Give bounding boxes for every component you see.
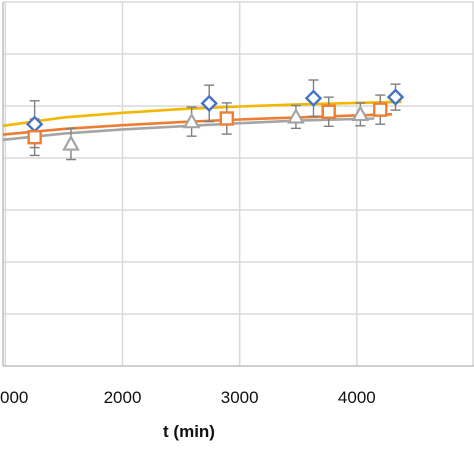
triangle-marker bbox=[351, 105, 370, 122]
fit-curves bbox=[2, 100, 402, 142]
fit-curve bbox=[2, 117, 375, 142]
x-tick-labels: 000 2000 3000 4000 bbox=[0, 388, 376, 407]
square-marker bbox=[373, 102, 388, 117]
x-tick-label: 000 bbox=[0, 388, 28, 407]
diamond-marker bbox=[200, 94, 218, 113]
x-axis-title: t (min) bbox=[163, 422, 215, 441]
diamond-marker bbox=[304, 89, 323, 107]
square-marker bbox=[321, 104, 336, 119]
square-marker bbox=[27, 129, 42, 145]
x-gridlines bbox=[4, 2, 474, 366]
triangle-marker bbox=[287, 107, 305, 124]
x-tick-label: 4000 bbox=[338, 388, 376, 407]
triangle-marker bbox=[182, 112, 201, 129]
x-tick-label: 2000 bbox=[104, 388, 142, 407]
x-tick-label: 3000 bbox=[221, 388, 259, 407]
data-markers bbox=[25, 88, 405, 151]
y-gridlines bbox=[2, 1, 474, 367]
diamond-marker bbox=[386, 88, 405, 106]
square-marker bbox=[219, 111, 234, 126]
triangle-marker bbox=[62, 134, 80, 151]
